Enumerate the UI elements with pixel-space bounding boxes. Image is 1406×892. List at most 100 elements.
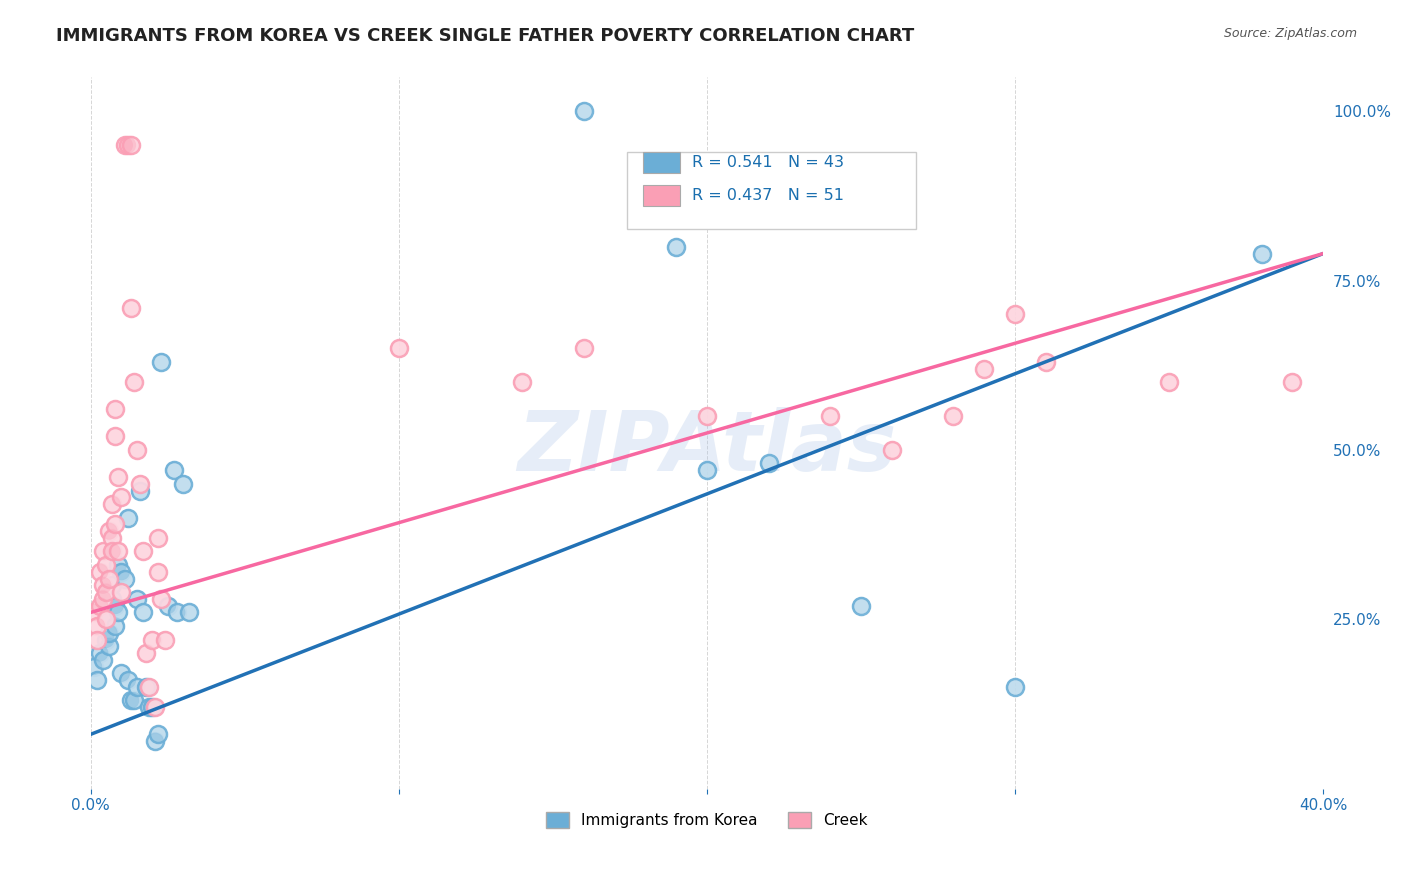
Point — [110, 565, 132, 579]
Point — [94, 632, 117, 647]
Point — [1004, 680, 1026, 694]
Text: R = 0.437   N = 51: R = 0.437 N = 51 — [692, 188, 844, 203]
Point — [143, 734, 166, 748]
Point — [148, 531, 170, 545]
Point — [150, 355, 173, 369]
Point — [91, 591, 114, 606]
Point — [104, 429, 127, 443]
Point — [104, 517, 127, 532]
Point — [132, 544, 155, 558]
Point — [89, 646, 111, 660]
Point — [83, 659, 105, 673]
Point — [510, 375, 533, 389]
Point — [101, 544, 124, 558]
Point — [148, 727, 170, 741]
Point — [942, 409, 965, 423]
Point — [83, 659, 105, 673]
Point — [849, 599, 872, 613]
Point — [120, 301, 142, 315]
Point — [138, 680, 160, 694]
Point — [110, 666, 132, 681]
Point — [153, 632, 176, 647]
Point — [1004, 680, 1026, 694]
Point — [141, 700, 163, 714]
Point — [141, 632, 163, 647]
Point — [696, 463, 718, 477]
Point — [101, 591, 124, 606]
Point — [120, 301, 142, 315]
Point — [98, 640, 121, 654]
Point — [166, 606, 188, 620]
Point — [117, 138, 139, 153]
Point — [101, 531, 124, 545]
Point — [138, 700, 160, 714]
Point — [122, 375, 145, 389]
Point — [89, 599, 111, 613]
Point — [107, 606, 129, 620]
Point — [818, 409, 841, 423]
Point — [129, 483, 152, 498]
Point — [114, 572, 136, 586]
Point — [179, 606, 201, 620]
Text: IMMIGRANTS FROM KOREA VS CREEK SINGLE FATHER POVERTY CORRELATION CHART: IMMIGRANTS FROM KOREA VS CREEK SINGLE FA… — [56, 27, 914, 45]
Point — [98, 625, 121, 640]
Point — [120, 138, 142, 153]
Point — [122, 693, 145, 707]
Point — [153, 632, 176, 647]
Point — [572, 104, 595, 119]
Point — [132, 606, 155, 620]
Point — [114, 138, 136, 153]
Point — [104, 402, 127, 417]
Point — [138, 680, 160, 694]
Point — [101, 591, 124, 606]
Point — [91, 653, 114, 667]
Point — [125, 680, 148, 694]
Point — [135, 646, 157, 660]
Point — [117, 510, 139, 524]
Point — [120, 693, 142, 707]
Point — [125, 442, 148, 457]
Point — [129, 483, 152, 498]
Point — [117, 673, 139, 688]
Point — [758, 457, 780, 471]
Point — [156, 599, 179, 613]
Point — [1004, 308, 1026, 322]
Point — [110, 666, 132, 681]
Point — [135, 680, 157, 694]
Point — [148, 565, 170, 579]
Point — [91, 544, 114, 558]
Point — [101, 578, 124, 592]
Point — [880, 442, 903, 457]
Point — [665, 240, 688, 254]
Point — [125, 680, 148, 694]
Point — [973, 361, 995, 376]
Point — [101, 497, 124, 511]
Point — [107, 558, 129, 572]
Point — [98, 625, 121, 640]
Point — [125, 442, 148, 457]
Point — [388, 342, 411, 356]
Point — [141, 700, 163, 714]
Point — [129, 476, 152, 491]
Point — [86, 632, 108, 647]
Point — [880, 442, 903, 457]
Point — [122, 375, 145, 389]
Point — [114, 572, 136, 586]
Point — [143, 734, 166, 748]
Point — [98, 524, 121, 538]
Point — [110, 491, 132, 505]
Point — [91, 544, 114, 558]
Point — [110, 491, 132, 505]
Point — [110, 565, 132, 579]
Point — [163, 463, 186, 477]
Point — [1159, 375, 1181, 389]
Point — [107, 606, 129, 620]
Point — [94, 612, 117, 626]
Point — [132, 544, 155, 558]
Point — [135, 646, 157, 660]
Point — [120, 138, 142, 153]
Point — [104, 599, 127, 613]
Point — [94, 558, 117, 572]
Bar — [643, 185, 681, 206]
Point — [143, 700, 166, 714]
